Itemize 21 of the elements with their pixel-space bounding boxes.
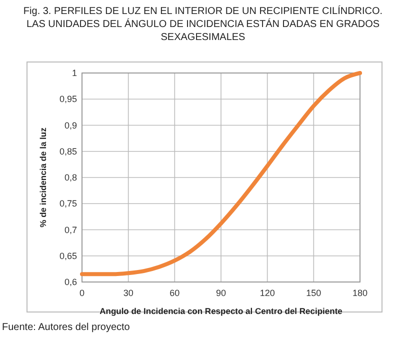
x-tick-label: 180	[352, 288, 368, 298]
y-tick-label: 0,75	[59, 198, 77, 209]
y-axis-title: % de incidencia de la luz	[38, 128, 48, 228]
x-tick-label: 90	[216, 288, 226, 298]
y-tick-label: 0,7	[64, 224, 77, 235]
y-tick-label: 0,65	[59, 250, 77, 261]
line-series	[80, 71, 362, 276]
chart-title: Fig. 3. PERFILES DE LUZ EN EL INTERIOR DE UN RECIPIENTE CILÍNDRICO. LAS UNIDADES DEL ÁNGULO DE INCIDENCIA ESTÁN DADAS EN GRADOS SEXAGESIMALES	[23, 5, 383, 43]
y-tick-label: 1	[72, 68, 77, 78]
x-tick-label: 0	[79, 288, 85, 298]
source-note: Fuente: Autores del proyecto	[2, 322, 130, 333]
y-tick-label: 0,95	[59, 94, 77, 104]
y-tick-label: 0,8	[64, 172, 77, 182]
y-tick-label: 0,6	[64, 277, 77, 287]
x-axis-title: Angulo de Incidencia con Respecto al Centro del Recipiente	[100, 306, 343, 316]
y-tick-label: 0,9	[64, 120, 77, 130]
x-tick-label: 60	[170, 288, 180, 298]
x-tick-label: 150	[306, 288, 322, 298]
x-tick-label: 120	[260, 288, 275, 298]
x-tick-label: 30	[123, 288, 134, 298]
y-tick-label: 0,85	[59, 146, 77, 156]
